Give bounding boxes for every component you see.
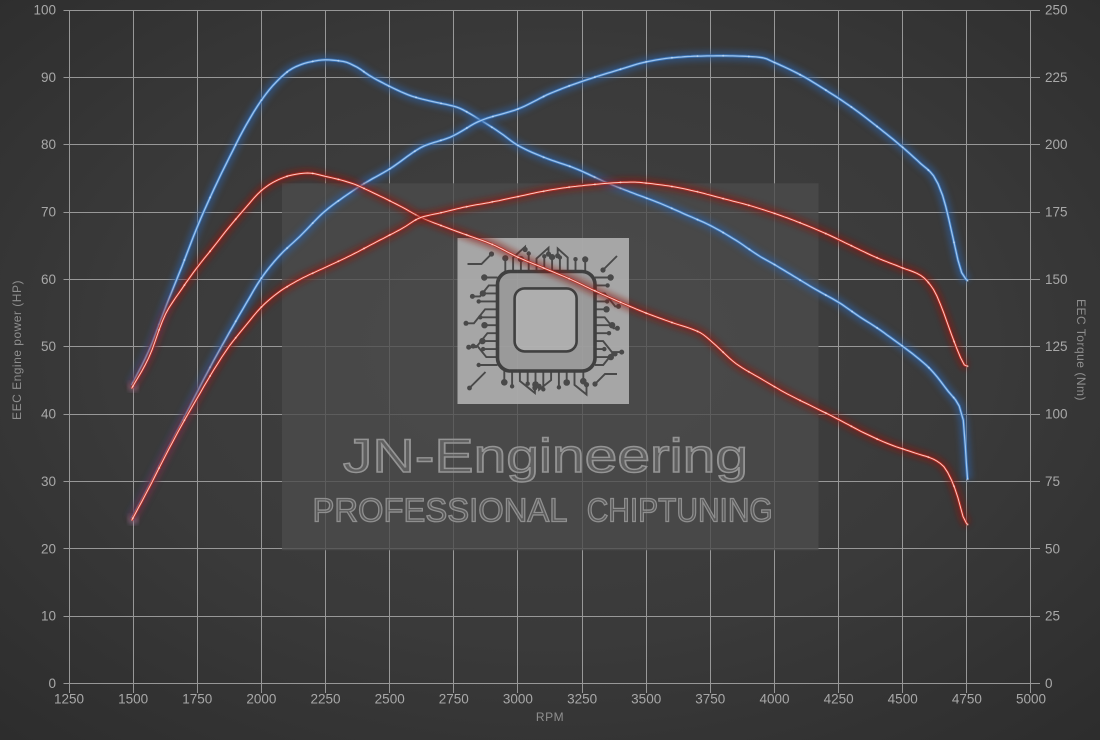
svg-text:20: 20 [41, 541, 56, 556]
svg-text:10: 10 [41, 609, 56, 624]
svg-text:RPM: RPM [536, 710, 564, 724]
svg-text:50: 50 [41, 339, 56, 354]
svg-text:PROFESSIONAL: PROFESSIONAL [313, 492, 568, 529]
svg-text:150: 150 [1045, 272, 1068, 287]
svg-text:225: 225 [1045, 70, 1068, 85]
svg-text:80: 80 [41, 137, 56, 152]
svg-text:EEC Torque (Nm): EEC Torque (Nm) [1074, 299, 1088, 401]
svg-text:90: 90 [41, 70, 56, 85]
svg-text:250: 250 [1045, 3, 1068, 18]
svg-text:70: 70 [41, 205, 56, 220]
svg-text:4750: 4750 [952, 692, 982, 707]
svg-text:1250: 1250 [54, 692, 84, 707]
svg-text:75: 75 [1045, 474, 1060, 489]
svg-text:4500: 4500 [888, 692, 918, 707]
svg-text:2250: 2250 [310, 692, 340, 707]
svg-text:100: 100 [1045, 407, 1068, 422]
svg-text:0: 0 [1045, 676, 1053, 691]
svg-text:1750: 1750 [182, 692, 212, 707]
svg-text:50: 50 [1045, 541, 1060, 556]
svg-text:3000: 3000 [503, 692, 533, 707]
svg-text:5000: 5000 [1016, 692, 1046, 707]
svg-text:30: 30 [41, 474, 56, 489]
svg-text:4000: 4000 [759, 692, 789, 707]
svg-text:2750: 2750 [439, 692, 469, 707]
svg-text:125: 125 [1045, 339, 1068, 354]
svg-text:JN-Engineering: JN-Engineering [343, 429, 748, 482]
svg-text:3250: 3250 [567, 692, 597, 707]
svg-text:3750: 3750 [695, 692, 725, 707]
svg-text:0: 0 [48, 676, 56, 691]
svg-text:EEC Engine power (HP): EEC Engine power (HP) [10, 280, 24, 420]
svg-text:2000: 2000 [246, 692, 276, 707]
svg-text:4250: 4250 [824, 692, 854, 707]
svg-text:3500: 3500 [631, 692, 661, 707]
svg-text:100: 100 [33, 3, 56, 18]
svg-text:175: 175 [1045, 205, 1068, 220]
svg-text:200: 200 [1045, 137, 1068, 152]
svg-text:60: 60 [41, 272, 56, 287]
svg-text:40: 40 [41, 407, 56, 422]
svg-text:CHIPTUNING: CHIPTUNING [587, 492, 773, 529]
svg-text:2500: 2500 [375, 692, 405, 707]
svg-text:25: 25 [1045, 609, 1060, 624]
svg-text:1500: 1500 [118, 692, 148, 707]
